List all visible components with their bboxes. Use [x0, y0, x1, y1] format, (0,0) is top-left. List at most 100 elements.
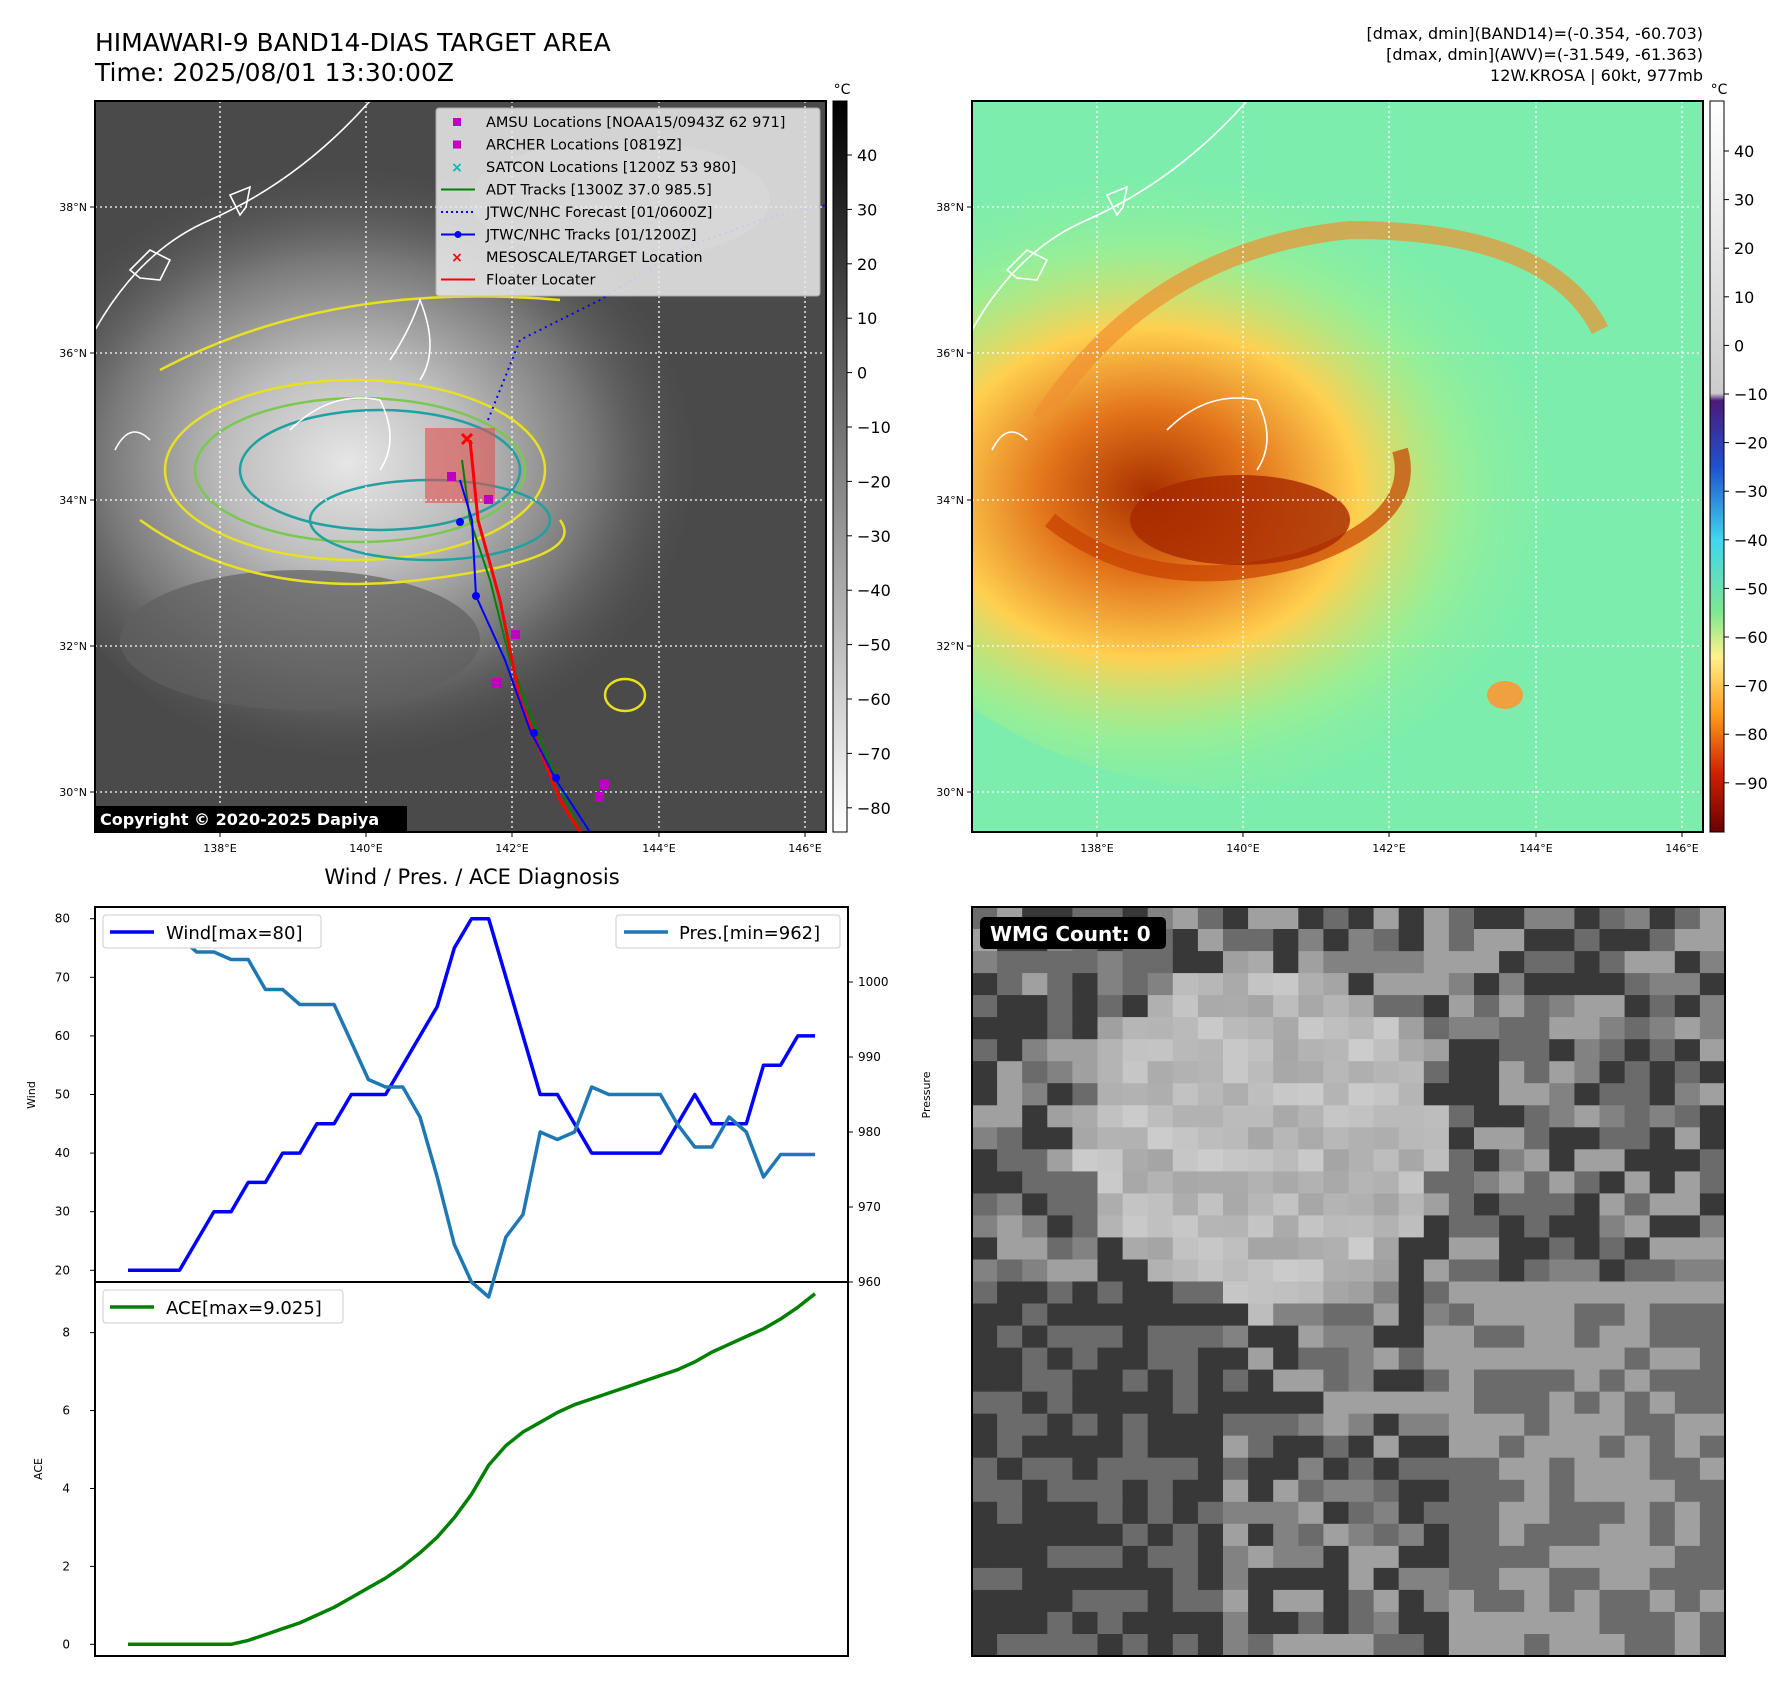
wmg-cell: [1298, 1413, 1324, 1437]
wmg-cell: [1172, 1259, 1199, 1282]
ir-colorbar: [832, 100, 848, 833]
wmg-cell: [1649, 1634, 1676, 1657]
wmg-cell: [972, 1061, 998, 1084]
wmg-cell: [1323, 1413, 1349, 1437]
wmg-cell: [1147, 1215, 1174, 1238]
wmg-cell: [1423, 1413, 1450, 1437]
wmg-cell: [1172, 1215, 1199, 1238]
wmg-cell: [1624, 1017, 1651, 1040]
wmg-cell: [1448, 1634, 1475, 1657]
wmg-cell: [1574, 1259, 1600, 1282]
wmg-cell: [1373, 1479, 1400, 1503]
wmg-cell: [1348, 1545, 1375, 1569]
diagnosis-chart: Wind Pressure ACE 2030405060708096097098…: [25, 906, 933, 1657]
legend-entry: × MESOSCALE/TARGET Location: [451, 250, 702, 266]
wmg-cell: [1172, 1413, 1199, 1437]
wmg-cell: [1499, 1061, 1525, 1084]
wind-legend: Wind[max=80]: [102, 914, 322, 949]
wmg-cell: [1223, 1611, 1249, 1635]
wmg-cell: [1348, 1017, 1375, 1040]
wmg-cell: [997, 1127, 1023, 1150]
wmg-cell: [1147, 1171, 1174, 1194]
wmg-cell: [1122, 1193, 1149, 1216]
pressure-tick-label: 970: [858, 1200, 881, 1214]
legend-label: JTWC/NHC Tracks [01/1200Z]: [485, 228, 697, 244]
wmg-cell: [1524, 1369, 1550, 1393]
wmg-cell: [1172, 907, 1199, 930]
ace-legend: ACE[max=9.025]: [102, 1289, 344, 1324]
wmg-cell: [1298, 1083, 1324, 1106]
wmg-cell: [1223, 951, 1249, 974]
wmg-cell: [1674, 1281, 1701, 1304]
wmg-cell: [1423, 1567, 1450, 1591]
wmg-cell: [1323, 929, 1349, 952]
wmg-cell: [1197, 1259, 1224, 1282]
wmg-cell: [1072, 1061, 1098, 1084]
legend-label: ARCHER Locations [0819Z]: [486, 138, 682, 154]
wmg-cell: [1122, 1634, 1149, 1657]
wmg-cell: [1197, 1347, 1224, 1371]
wmg-cell: [1574, 1501, 1600, 1525]
wmg-cell: [1549, 1634, 1575, 1657]
wmg-cell: [1574, 1083, 1600, 1106]
wmg-cell: [1599, 929, 1626, 952]
ace-frame: [94, 1281, 849, 1657]
wmg-cell: [1574, 1545, 1600, 1569]
pressure-axis-label: Pressure: [920, 1071, 933, 1118]
wmg-cell: [1398, 1105, 1425, 1128]
wmg-cell: [1649, 1391, 1676, 1415]
wmg-cell: [1248, 1435, 1274, 1459]
wmg-cell: [1298, 1215, 1324, 1238]
wmg-cell: [1072, 973, 1098, 996]
wmg-cell: [1122, 995, 1149, 1018]
wmg-cell: [1072, 1611, 1098, 1635]
wmg-cell: [1298, 1303, 1324, 1326]
wmg-cell: [1172, 1149, 1199, 1172]
wind-legend-label: Wind[max=80]: [166, 923, 303, 944]
wmg-cell: [1273, 1237, 1299, 1260]
legend-marker: [453, 140, 461, 149]
wmg-cell: [1147, 1083, 1174, 1106]
wmg-cell: [1323, 1545, 1349, 1569]
wmg-cell: [1172, 973, 1199, 996]
wmg-cell: [997, 1567, 1023, 1591]
wmg-cell: [1147, 1237, 1174, 1260]
wmg-cell: [1524, 1457, 1550, 1481]
wmg-cell: [1599, 1589, 1626, 1613]
wmg-cell: [1699, 1611, 1726, 1635]
wmg-cell: [1147, 1479, 1174, 1503]
wmg-cell: [1248, 1105, 1274, 1128]
wmg-cell: [1072, 1083, 1098, 1106]
diagnosis-title: Wind / Pres. / ACE Diagnosis: [324, 865, 619, 889]
wmg-cell: [1097, 1457, 1124, 1481]
colorbar-tick-label: −10: [857, 418, 891, 437]
wmg-cell: [1097, 1369, 1124, 1393]
wmg-cell: [1197, 1171, 1224, 1194]
wind-tick-label: 60: [55, 1029, 70, 1043]
wmg-cell: [1524, 1215, 1550, 1238]
wmg-cell: [1072, 1413, 1098, 1437]
wmg-cell: [997, 1457, 1023, 1481]
wmg-cell: [1298, 1391, 1324, 1415]
wmg-cell: [972, 1413, 998, 1437]
colorbar-tick-label: −80: [1734, 725, 1768, 744]
wmg-cell: [1147, 1347, 1174, 1371]
wmg-cell: [1147, 1589, 1174, 1613]
wmg-cell: [1474, 1567, 1500, 1591]
wmg-cell: [1248, 1523, 1274, 1547]
wmg-cell: [1599, 1457, 1626, 1481]
wmg-cell: [997, 1413, 1023, 1437]
wmg-cell: [1097, 1523, 1124, 1547]
colorbar-tick-label: −80: [857, 799, 891, 818]
wmg-cell: [1423, 1457, 1450, 1481]
wmg-cell: [1524, 1523, 1550, 1547]
wmg-cell: [1499, 1634, 1525, 1657]
wmg-cell: [1047, 995, 1073, 1018]
wmg-cell: [1398, 1347, 1425, 1371]
wmg-cell: [1674, 1435, 1701, 1459]
wmg-cell: [1147, 1413, 1174, 1437]
wmg-cell: [1549, 929, 1575, 952]
wmg-cell: [1373, 1039, 1400, 1062]
wmg-cell: [997, 1545, 1023, 1569]
wmg-cell: [1273, 1413, 1299, 1437]
